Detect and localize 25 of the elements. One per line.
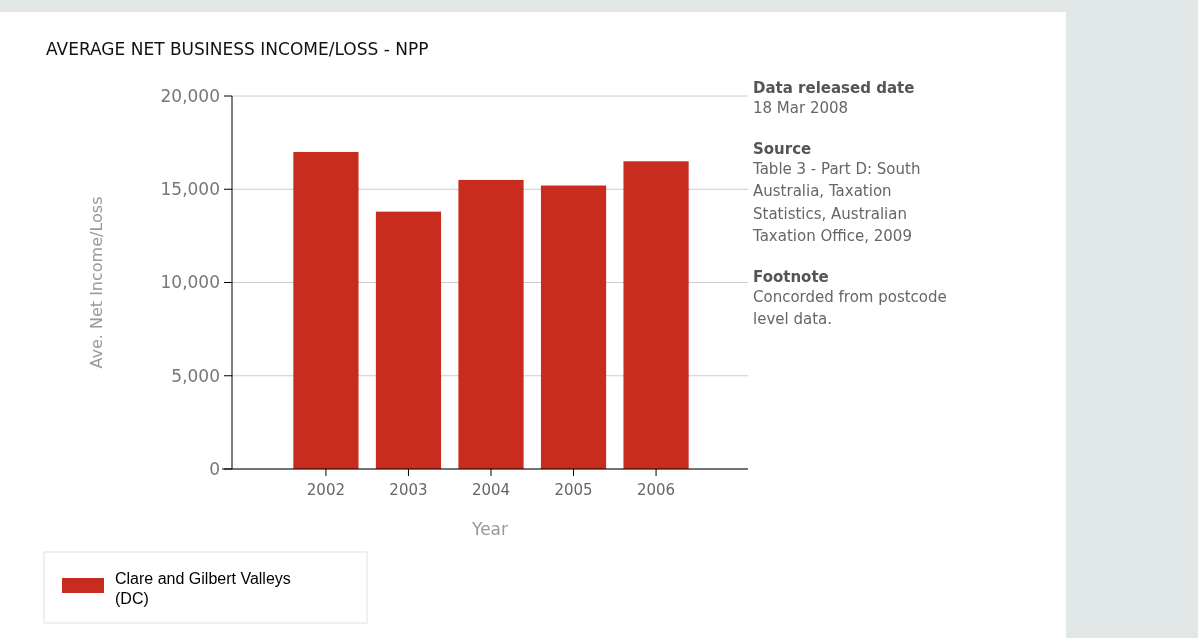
y-tick-label: 15,000	[160, 179, 220, 200]
bar	[293, 151, 359, 469]
caption: Table 3 - Part D: South Australia, Taxation Statistics, Australian Taxation Office, 2009	[752, 159, 921, 245]
legend-label: Clare and Gilbert Valleys (DC)	[115, 570, 291, 607]
text: Data released date	[753, 79, 915, 97]
x-axis-title: Year	[471, 519, 508, 539]
x-tick-label: 2006	[636, 481, 676, 499]
y-tick-label: 10,000	[160, 272, 220, 293]
y-tick-label: 20,000	[160, 85, 220, 106]
y-tick-label: 5,000	[171, 365, 220, 386]
x-tick-label: 2003	[389, 481, 428, 499]
text: 18 Mar 2008	[753, 99, 849, 117]
x-tick-label: 2005	[554, 481, 593, 499]
text: Concorded from postcode level data.	[753, 287, 947, 328]
x-tick-label: 2004	[471, 481, 511, 499]
bar	[540, 185, 607, 469]
bar	[623, 161, 689, 469]
y-tick-label: 0	[209, 458, 220, 479]
bar	[458, 179, 524, 469]
chart-title: AVERAGE NET BUSINESS INCOME/LOSS - NPP	[46, 39, 429, 59]
text: Source	[753, 139, 812, 158]
text: Footnote	[753, 267, 829, 286]
y-axis-title: Ave. Net Income/Loss	[87, 196, 106, 369]
x-tick-label: 2002	[306, 481, 346, 499]
bar	[375, 211, 442, 469]
